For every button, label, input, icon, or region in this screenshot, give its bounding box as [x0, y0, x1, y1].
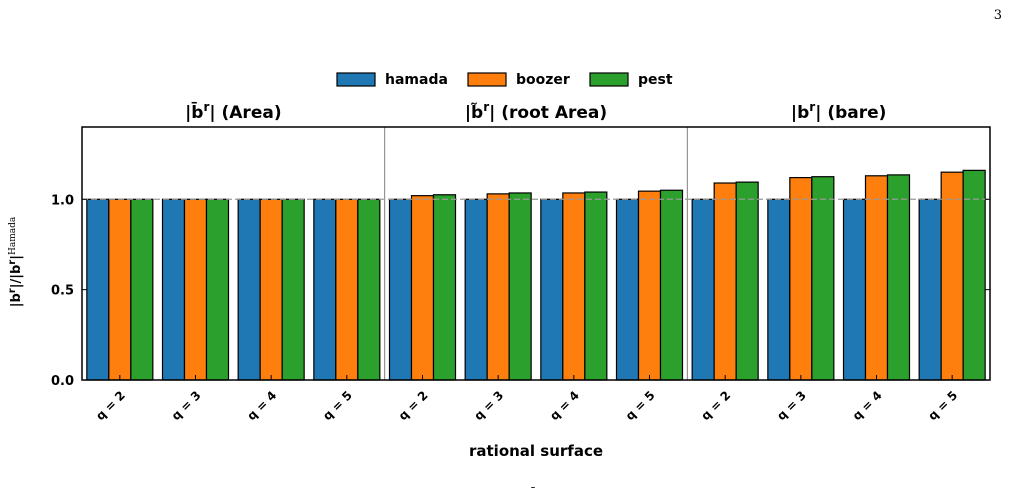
bar-hamada: [86, 198, 110, 381]
bar-boozer: [864, 175, 889, 381]
bar-boozer: [335, 198, 359, 381]
legend-swatch-pest: [589, 72, 629, 87]
legend-swatch-hamada: [336, 72, 376, 87]
bar-hamada: [615, 198, 640, 381]
x-tick-label: q = 5: [925, 388, 960, 423]
bar-boozer: [259, 198, 283, 381]
x-tick-label: q = 3: [774, 388, 809, 423]
plot-frame: [81, 126, 991, 381]
bar-pest: [735, 181, 759, 381]
footer-mark: ̄: [531, 486, 535, 487]
y-axis-label: |br|/|br|Hamada: [7, 216, 25, 307]
panel-titles: |b̄r| (Area) |b̃r| (root Area) |br| (bare): [185, 100, 886, 123]
bar-hamada: [388, 198, 413, 381]
x-axis-label: rational surface: [469, 442, 603, 460]
bar-boozer: [108, 198, 132, 381]
panel-title: |b̃r| (root Area): [465, 100, 607, 123]
legend-swatch-boozer: [467, 72, 507, 87]
bar-hamada: [161, 198, 186, 381]
bar-hamada: [918, 198, 942, 381]
axes: [81, 126, 991, 381]
bar-pest: [432, 194, 457, 381]
bar-hamada: [237, 198, 261, 381]
bar-pest: [659, 189, 684, 381]
bar-boozer: [713, 182, 737, 381]
bar-hamada: [767, 198, 791, 381]
bar-hamada: [691, 198, 715, 381]
bar-boozer: [410, 195, 435, 381]
bar-pest: [508, 192, 532, 381]
bar-boozer: [486, 193, 510, 381]
x-tick-label: q = 2: [698, 388, 733, 423]
x-tick-label: q = 3: [169, 388, 204, 423]
legend-label-pest: pest: [638, 72, 673, 88]
page-number: 3: [993, 8, 1002, 23]
bar-hamada: [313, 198, 337, 381]
bars: [86, 169, 986, 381]
x-tick-label: q = 2: [93, 388, 128, 423]
y-tick-labels: 0.0 0.5 1.0: [51, 193, 74, 389]
legend: hamada boozer pest: [336, 72, 673, 88]
bar-hamada: [540, 198, 564, 381]
x-tick-labels: q = 2 q = 3 q = 4 q = 5 q = 2 q = 3 q = 4 q = 5…: [93, 388, 960, 423]
x-tick-label: q = 5: [320, 388, 355, 423]
x-tick-label: q = 4: [547, 388, 582, 423]
y-tick-label: 1.0: [51, 193, 74, 208]
bar-hamada: [842, 198, 867, 381]
legend-label-hamada: hamada: [385, 72, 448, 88]
x-tick-label: q = 3: [471, 388, 506, 423]
bar-pest: [130, 198, 154, 381]
y-tick-label: 0.0: [51, 374, 74, 389]
panel-title: |br| (bare): [791, 100, 887, 123]
x-tick-label: q = 2: [396, 388, 431, 423]
bar-pest: [886, 174, 911, 381]
x-tick-label: q = 4: [244, 388, 279, 423]
bar-boozer: [940, 171, 964, 381]
bar-pest: [962, 169, 986, 381]
bar-pest: [584, 191, 608, 381]
panel-title: |b̄r| (Area): [185, 100, 282, 123]
bar-pest: [281, 198, 305, 381]
bar-boozer: [789, 177, 813, 381]
bar-hamada: [464, 198, 488, 381]
legend-label-boozer: boozer: [516, 72, 570, 88]
bar-pest: [205, 198, 230, 381]
x-tick-label: q = 4: [850, 388, 885, 423]
bar-pest: [357, 198, 381, 381]
bar-boozer: [183, 198, 208, 381]
bar-boozer: [562, 192, 586, 381]
y-tick-label: 0.5: [51, 284, 74, 299]
x-tick-label: q = 5: [623, 388, 658, 423]
bar-pest: [811, 176, 835, 381]
bar-boozer: [637, 190, 662, 381]
